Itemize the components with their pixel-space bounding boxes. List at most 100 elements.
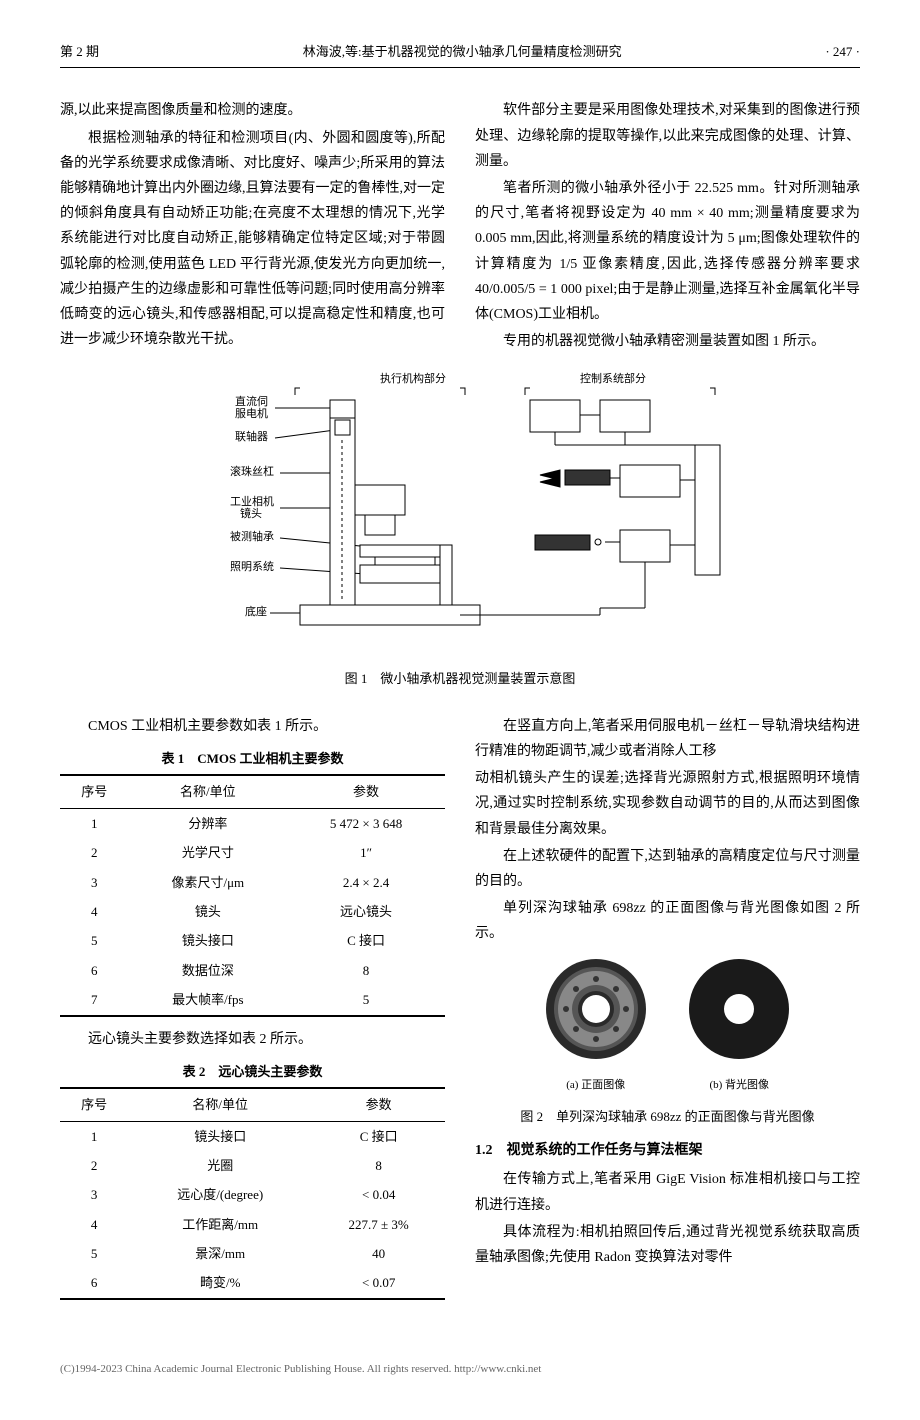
table-row: 5景深/mm40: [60, 1239, 445, 1268]
table-header: 参数: [312, 1088, 445, 1121]
table-cell: 像素尺寸/μm: [129, 868, 288, 897]
running-title: 林海波,等:基于机器视觉的微小轴承几何量精度检测研究: [303, 40, 622, 63]
svg-text:底座: 底座: [245, 604, 267, 618]
table-header: 序号: [60, 1088, 128, 1121]
svg-text:工业相机镜头: 工业相机镜头: [230, 494, 274, 520]
table-row: 3像素尺寸/μm2.4 × 2.4: [60, 868, 445, 897]
table-row: 3远心度/(degree)< 0.04: [60, 1180, 445, 1209]
table-row: 2光圈8: [60, 1151, 445, 1180]
table-cell: 6: [60, 956, 129, 985]
table-cell: 4: [60, 897, 129, 926]
table-2-title: 表 2 远心镜头主要参数: [60, 1060, 445, 1083]
table-row: 4镜头远心镜头: [60, 897, 445, 926]
table-cell: 227.7 ± 3%: [312, 1210, 445, 1239]
table-cell: 2.4 × 2.4: [287, 868, 445, 897]
table-cell: 镜头: [129, 897, 288, 926]
svg-text:Z轴: Z轴: [510, 534, 528, 548]
figure-1: 执行机构部分 控制系统部分 直流伺服电机 联轴器 滚珠丝杠 工业相机镜头 被测轴…: [60, 370, 860, 699]
table-header: 参数: [287, 775, 445, 808]
table-cell: 工作距离/mm: [128, 1210, 312, 1239]
issue-number: 第 2 期: [60, 40, 99, 63]
table-cell: 4: [60, 1210, 128, 1239]
paragraph: 软件部分主要是采用图像处理技术,对采集到的图像进行预处理、边缘轮廓的提取等操作,…: [475, 98, 860, 174]
svg-text:照明系统: 照明系统: [230, 560, 274, 573]
table-cell: 光圈: [128, 1151, 312, 1180]
table-cell: 最大帧率/fps: [129, 985, 288, 1015]
table-cell: 景深/mm: [128, 1239, 312, 1268]
left-section-title: 执行机构部分: [380, 371, 446, 385]
table-row: 1分辨率5 472 × 3 648: [60, 808, 445, 838]
page-number: · 247 ·: [825, 40, 860, 63]
table-cell: 3: [60, 868, 129, 897]
paragraph: 单列深沟球轴承 698zz 的正面图像与背光图像如图 2 所示。: [475, 896, 860, 946]
table-cell: 2: [60, 1151, 128, 1180]
table-row: 7最大帧率/fps5: [60, 985, 445, 1015]
figure-1-caption: 图 1 微小轴承机器视觉测量装置示意图: [60, 667, 860, 690]
table-cell: 镜头接口: [129, 926, 288, 955]
table-1: 序号 名称/单位 参数 1分辨率5 472 × 3 6482光学尺寸1″3像素尺…: [60, 774, 445, 1016]
figure-2: (a) 正面图像 (b) 背光图像 图 2 单列深沟球轴承 698zz 的正面图…: [475, 957, 860, 1129]
paragraph: 在传输方式上,笔者采用 GigE Vision 标准相机接口与工控机进行连接。: [475, 1167, 860, 1217]
figure-2-caption: 图 2 单列深沟球轴承 698zz 的正面图像与背光图像: [475, 1105, 860, 1128]
table-cell: 8: [287, 956, 445, 985]
diagram-svg: 执行机构部分 控制系统部分 直流伺服电机 联轴器 滚珠丝杠 工业相机镜头 被测轴…: [180, 370, 740, 650]
table-cell: 3: [60, 1180, 128, 1209]
svg-text:电机控制器: 电机控制器: [575, 609, 630, 623]
table-cell: 1″: [287, 838, 445, 867]
table-cell: 7: [60, 985, 129, 1015]
figure-2a-caption: (a) 正面图像: [536, 1076, 656, 1096]
svg-text:计算机控制系统: 计算机控制系统: [702, 452, 713, 555]
table-cell: 数据位深: [129, 956, 288, 985]
table-cell: 1: [60, 808, 129, 838]
table-cell: 5: [60, 926, 129, 955]
table-header: 名称/单位: [128, 1088, 312, 1121]
table-cell: 2: [60, 838, 129, 867]
bearing-backlight-icon: [679, 957, 799, 1067]
paragraph: 具体流程为:相机拍照回传后,通过背光视觉系统获取高质量轴承图像;先使用 Rado…: [475, 1220, 860, 1270]
table-cell: 远心镜头: [287, 897, 445, 926]
figure-2b-caption: (b) 背光图像: [679, 1076, 799, 1096]
table-row: 6数据位深8: [60, 956, 445, 985]
section-heading: 1.2 视觉系统的工作任务与算法框架: [475, 1138, 860, 1163]
table-row: 4工作距离/mm227.7 ± 3%: [60, 1210, 445, 1239]
table-cell: 5: [60, 1239, 128, 1268]
table-cell: 5 472 × 3 648: [287, 808, 445, 838]
table-row: 2光学尺寸1″: [60, 838, 445, 867]
svg-text:显微镜头: 显微镜头: [490, 469, 534, 483]
table-cell: 8: [312, 1151, 445, 1180]
right-section-title: 控制系统部分: [580, 371, 646, 385]
table-2: 序号 名称/单位 参数 1镜头接口C 接口2光圈83远心度/(degree)< …: [60, 1087, 445, 1300]
svg-text:镜头光源: 镜头光源: [540, 402, 562, 428]
svg-text:被测轴承: 被测轴承: [230, 529, 274, 543]
table-cell: C 接口: [287, 926, 445, 955]
table-cell: 畸变/%: [128, 1268, 312, 1298]
table-row: 5镜头接口C 接口: [60, 926, 445, 955]
table-cell: 1: [60, 1121, 128, 1151]
bearing-front-icon: [536, 957, 656, 1067]
paragraph: CMOS 工业相机主要参数如表 1 所示。: [60, 714, 445, 739]
table-1-title: 表 1 CMOS 工业相机主要参数: [60, 747, 445, 770]
table-header: 名称/单位: [129, 775, 288, 808]
svg-text:直流伺服电机: 直流伺服电机: [235, 394, 268, 420]
paragraph: 在竖直方向上,笔者采用伺服电机－丝杠－导轨滑块结构进行精准的物距调节,减少或者消…: [475, 714, 860, 764]
table-cell: 分辨率: [129, 808, 288, 838]
table-cell: 6: [60, 1268, 128, 1298]
svg-text:照明环境: 照明环境: [610, 403, 632, 428]
table-cell: < 0.07: [312, 1268, 445, 1298]
paragraph: 源,以此来提高图像质量和检测的速度。: [60, 98, 445, 123]
paragraph: 远心镜头主要参数选择如表 2 所示。: [60, 1027, 445, 1052]
paragraph: 根据检测轴承的特征和检测项目(内、外圆和圆度等),所配备的光学系统要求成像清晰、…: [60, 126, 445, 353]
svg-text:滚珠丝杠: 滚珠丝杠: [230, 464, 274, 478]
table-cell: 远心度/(degree): [128, 1180, 312, 1209]
table-cell: 镜头接口: [128, 1121, 312, 1151]
table-cell: 40: [312, 1239, 445, 1268]
table-header: 序号: [60, 775, 129, 808]
page-header: 第 2 期 林海波,等:基于机器视觉的微小轴承几何量精度检测研究 · 247 ·: [60, 40, 860, 68]
page-footer: (C)1994-2023 China Academic Journal Elec…: [60, 1360, 860, 1380]
paragraph: 动相机镜头产生的误差;选择背光源照射方式,根据照明环境情况,通过实时控制系统,实…: [475, 766, 860, 842]
paragraph: 在上述软硬件的配置下,达到轴承的高精度定位与尺寸测量的目的。: [475, 844, 860, 894]
table-cell: < 0.04: [312, 1180, 445, 1209]
paragraph: 笔者所测的微小轴承外径小于 22.525 mm。针对所测轴承的尺寸,笔者将视野设…: [475, 176, 860, 327]
paragraph: 专用的机器视觉微小轴承精密测量装置如图 1 所示。: [475, 329, 860, 354]
table-cell: 5: [287, 985, 445, 1015]
